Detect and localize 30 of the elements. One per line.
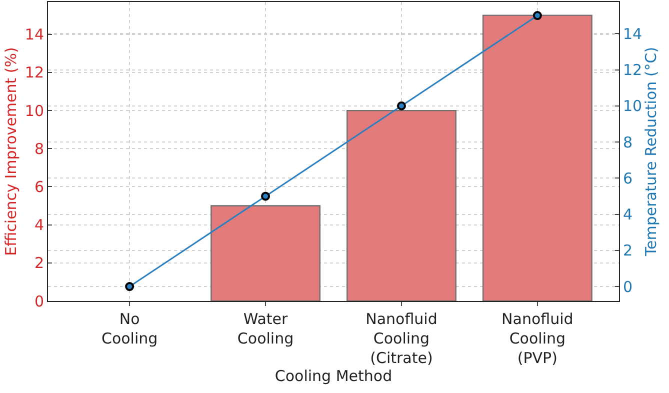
point [532, 11, 542, 20]
y-tick-label: 10 [24, 102, 44, 120]
y2-tick-label: 6 [623, 169, 633, 188]
y2-tick-label: 12 [623, 61, 642, 79]
y-tick-label: 6 [34, 178, 44, 196]
y2-tick-label: 2 [623, 242, 633, 260]
y-tick-label: 4 [34, 216, 44, 234]
y2-tick-label: 4 [623, 206, 633, 224]
x-axis-title: Cooling Method [274, 367, 392, 385]
x-tick-label: No Cooling [101, 310, 158, 348]
y2-tick-label: 10 [623, 97, 642, 116]
point [125, 282, 134, 292]
bar [482, 14, 592, 301]
point [396, 101, 406, 110]
y-tick-label: 14 [24, 26, 44, 44]
y2-tick-label: 8 [623, 133, 633, 152]
y2-tick-label: 0 [623, 278, 633, 296]
point [261, 192, 270, 201]
y2-tick-label: 14 [623, 24, 642, 43]
y-tick-label: 0 [34, 292, 44, 310]
y-tick-label: 12 [24, 64, 44, 82]
y-tick-label: 2 [34, 254, 44, 272]
x-tick-label: Nanofluid Cooling (Citrate) [366, 310, 438, 367]
x-tick-label: Water Cooling [237, 310, 294, 348]
bar [210, 205, 320, 301]
x-tick-label: Nanofluid Cooling (PVP) [502, 310, 574, 367]
y-axis-title: Efficiency Improvement (%) [2, 47, 20, 256]
y-tick-label: 8 [34, 140, 44, 158]
y2-axis-title: Temperature Reduction (°C) [642, 46, 660, 258]
bar [346, 110, 456, 301]
